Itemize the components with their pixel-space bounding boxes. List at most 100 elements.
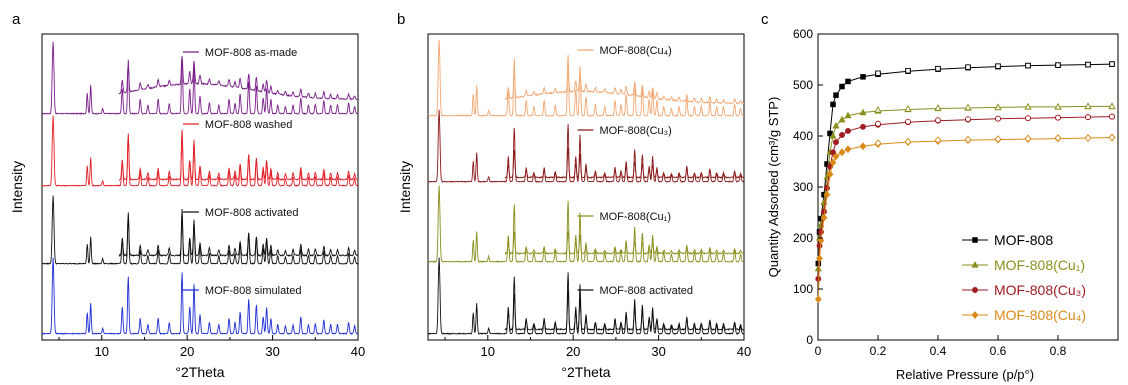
- y-tick-label: 200: [793, 231, 813, 245]
- legend-label: MOF-808 as-made: [205, 47, 297, 59]
- xrd-inset-trace: [504, 290, 745, 332]
- legend-label: MOF-808(Cu₁): [994, 257, 1085, 273]
- panel-label-a: a: [12, 11, 21, 28]
- panel-label-b: b: [397, 11, 405, 28]
- panel-a-frame: [41, 33, 359, 341]
- y-tick-label: 400: [793, 129, 813, 143]
- data-point: [839, 132, 845, 138]
- data-point: [1084, 102, 1092, 110]
- data-point: [1109, 61, 1115, 67]
- data-point: [830, 149, 836, 156]
- isotherm-line: [817, 116, 1113, 279]
- data-point: [1085, 61, 1091, 68]
- data-point: [826, 170, 834, 179]
- data-point: [934, 136, 942, 144]
- data-point: [874, 139, 882, 148]
- panel-a-legend: MOF-808 as-made MOF-808 washed MOF-808 act…: [182, 47, 302, 297]
- xrd-inset-trace: [504, 148, 745, 179]
- data-point: [971, 311, 979, 319]
- x-tick-label: 30: [265, 344, 279, 359]
- data-point: [821, 208, 827, 215]
- legend-label: MOF-808 activated: [599, 285, 693, 297]
- data-point: [1055, 62, 1061, 68]
- data-point: [817, 236, 825, 245]
- xrd-trace: [41, 195, 359, 265]
- data-point: [905, 67, 911, 74]
- data-point: [994, 135, 1002, 143]
- isotherm-line: [817, 105, 1112, 269]
- data-point: [839, 83, 845, 90]
- data-point: [1108, 102, 1116, 110]
- panel-b-frame: [427, 33, 745, 341]
- data-point: [832, 121, 840, 129]
- panel-a-y-label: Intensity: [9, 161, 25, 213]
- legend-label: MOF-808 simulated: [205, 285, 302, 297]
- data-point: [859, 108, 867, 116]
- isotherm-line: [817, 137, 1113, 300]
- data-point: [829, 158, 837, 167]
- xrd-trace: [427, 109, 744, 183]
- data-point: [1109, 113, 1115, 120]
- panel-b-xrd-chart: 10 20 30 40 MOF-808(Cu₄)MOF-808(Cu₃)MOF-808…: [397, 33, 751, 380]
- x-tick-label: 0.2: [870, 344, 887, 358]
- panel-b-y-label: Intensity: [397, 161, 413, 213]
- data-point: [833, 139, 839, 146]
- data-point: [964, 135, 972, 144]
- x-tick-label: 10: [95, 344, 109, 359]
- data-point: [844, 111, 852, 119]
- data-point: [832, 152, 840, 161]
- data-point: [1054, 102, 1062, 110]
- data-point: [994, 103, 1002, 111]
- xrd-inset-trace: [504, 68, 745, 105]
- data-point: [1024, 134, 1032, 143]
- data-point: [823, 190, 831, 199]
- data-point: [935, 117, 941, 124]
- data-point: [844, 145, 852, 154]
- data-point: [875, 120, 881, 127]
- panel-c-y-label: Quantity Adsorbed (cm³/g STP): [766, 97, 781, 278]
- xrd-trace: [42, 257, 359, 335]
- x-tick-label: 40: [737, 344, 751, 359]
- data-point: [874, 106, 882, 113]
- data-point: [1108, 133, 1116, 142]
- data-point: [824, 185, 830, 191]
- panel-b-legend: MOF-808(Cu₄) MOF-808(Cu₃) MOF-808(Cu₁) MOF-…: [577, 45, 693, 297]
- x-tick-label: 20: [180, 344, 194, 359]
- data-point: [830, 101, 836, 108]
- data-point: [904, 137, 912, 146]
- data-point: [816, 254, 823, 263]
- panel-b-traces: [427, 39, 745, 335]
- panel-b-x-label: °2Theta: [561, 364, 610, 380]
- x-tick-label: 0.4: [930, 344, 947, 358]
- data-point: [1024, 102, 1032, 110]
- data-point: [814, 295, 822, 304]
- data-point: [1055, 114, 1061, 121]
- isotherm-line: [817, 63, 1113, 264]
- data-point: [934, 104, 942, 111]
- data-point: [1085, 114, 1091, 121]
- xrd-inset-trace: [118, 135, 359, 181]
- xrd-inset-trace: [118, 56, 359, 101]
- data-point: [838, 148, 846, 157]
- data-point: [820, 213, 828, 222]
- xrd-inset-trace: [504, 231, 745, 256]
- x-tick-label: 30: [651, 344, 665, 359]
- panel-a-traces: [41, 41, 359, 335]
- x-tick-label: 0: [815, 344, 822, 358]
- xrd-trace: [41, 115, 358, 187]
- data-point: [971, 261, 979, 268]
- legend-label: MOF-808: [994, 232, 1053, 248]
- legend-label: MOF-808(Cu₄): [994, 307, 1086, 323]
- y-tick-label: 100: [793, 282, 813, 296]
- legend-label: MOF-808(Cu₃): [599, 125, 671, 137]
- panel-c-axes: 0 100 200 300 400 500 600 0 0.2 0.4 0.6 0.8: [793, 27, 1067, 358]
- xrd-trace: [427, 185, 745, 263]
- data-point: [845, 78, 851, 85]
- x-tick-label: 0.8: [1050, 344, 1067, 358]
- panel-c-legend: MOF-808 MOF-808(Cu₁) MOF-808(Cu₃) MOF-808(C…: [962, 232, 1086, 323]
- data-point: [838, 115, 846, 123]
- data-point: [875, 70, 881, 77]
- data-point: [845, 127, 851, 134]
- panel-c-isotherm-chart: 0 100 200 300 400 500 600 0 0.2 0.4 0.6 0.8 MOF-808…: [766, 27, 1119, 382]
